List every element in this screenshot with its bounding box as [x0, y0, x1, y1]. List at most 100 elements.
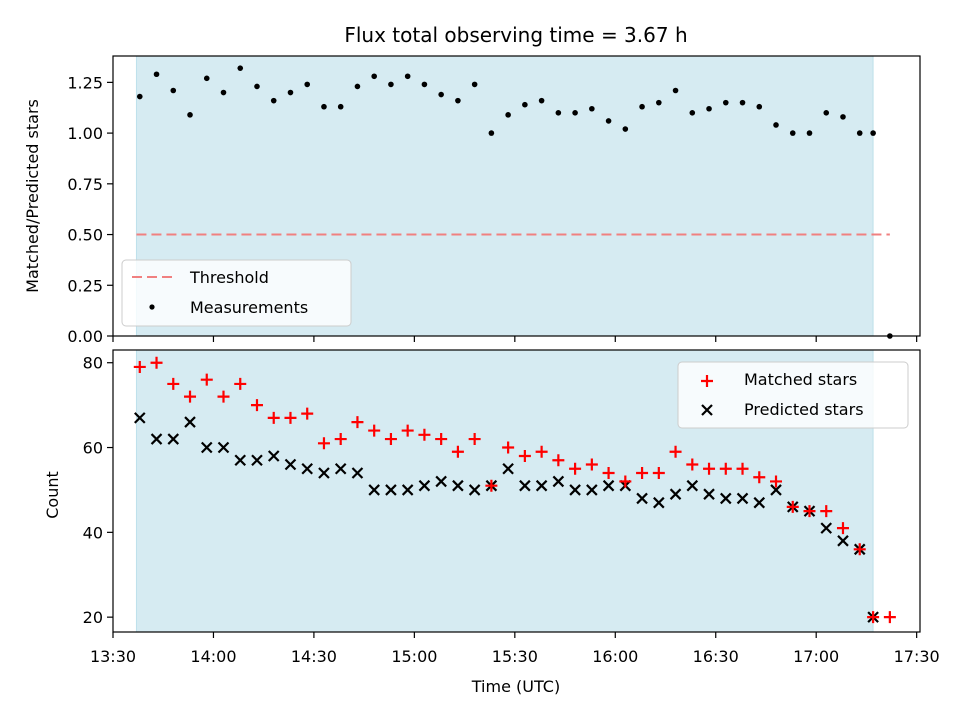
matched-star-point [234, 377, 247, 390]
predicted-star-point [686, 479, 699, 492]
count-y-tick-label: 80 [83, 354, 103, 373]
measurement-point [672, 87, 679, 94]
measurement-point [739, 99, 746, 106]
measurement-point [756, 103, 763, 110]
predicted-star-point [368, 484, 380, 496]
matched-star-point [853, 543, 866, 556]
x-tick-label: 16:00 [592, 647, 638, 666]
measurement-point [203, 75, 210, 82]
predicted-star-point [217, 441, 230, 454]
matched-star-point [569, 462, 582, 475]
measurement-point [538, 97, 545, 104]
matched-star-point [753, 471, 766, 484]
x-tick-label: 16:30 [693, 647, 739, 666]
count-y-ticks: 20 40 60 80 [83, 354, 113, 627]
measurement-point [856, 130, 863, 136]
predicted-star-point [318, 467, 330, 479]
predicted-star-point [720, 492, 732, 505]
matched-star-point [686, 458, 699, 471]
predicted-star-point [653, 496, 665, 509]
matched-star-point [351, 416, 364, 429]
legend-threshold-label: Threshold [189, 268, 269, 287]
matched-star-point [133, 360, 146, 373]
measurement-point [605, 118, 612, 124]
ratio-axes-frame [112, 55, 921, 337]
measurement-point [170, 87, 177, 94]
chart-title: Flux total observing time = 3.67 h [344, 23, 687, 47]
measurement-point [254, 83, 260, 90]
x-tick-label: 17:30 [894, 647, 940, 666]
matched-star-point [368, 424, 381, 437]
matched-star-point [867, 611, 880, 624]
x-tick-label: 15:30 [492, 647, 538, 666]
predicted-star-point [452, 479, 464, 492]
measurement-point [354, 83, 361, 90]
measurement-point [287, 89, 294, 96]
predicted-star-point [519, 479, 531, 492]
predicted-star-point [334, 462, 347, 475]
matched-star-point [435, 433, 448, 446]
predicted-star-point [301, 462, 313, 475]
count-axes-frame [112, 349, 921, 633]
ratio-legend-box [121, 259, 352, 327]
measurement-point [321, 103, 327, 110]
predicted-star-point [569, 484, 581, 496]
matched-star-point [703, 462, 716, 475]
predicted-star-point [150, 433, 163, 445]
matched-star-point [786, 500, 799, 513]
ratio-y-tick-label: 0.00 [67, 327, 103, 346]
matched-star-point [334, 433, 347, 446]
measurement-point [421, 81, 428, 88]
matched-star-point [803, 505, 816, 518]
predicted-star-point [552, 475, 565, 488]
measurement-point [237, 65, 244, 71]
matched-star-point [652, 466, 665, 479]
measurement-point [337, 103, 344, 110]
measurement-point [471, 81, 478, 88]
measurement-point [488, 130, 495, 136]
legend-matched-swatch [701, 375, 713, 387]
measurement-point [722, 99, 729, 106]
predicted-star-point [385, 484, 397, 496]
count-y-label: Count [43, 471, 62, 519]
matched-star-point [619, 475, 632, 488]
matched-star-point [284, 411, 297, 424]
predicted-star-point [636, 492, 648, 505]
predicted-star-point [351, 467, 364, 479]
x-tick-label: 17:00 [793, 647, 839, 666]
count-legend-box [677, 361, 909, 429]
matched-star-point [250, 399, 263, 412]
ratio-y-tick-label: 1.25 [67, 73, 103, 92]
measurement-markers [136, 65, 893, 339]
predicted-star-point [251, 454, 263, 467]
measurement-point [522, 101, 528, 108]
matched-star-point [418, 428, 431, 441]
ratio-y-tick-label: 0.50 [67, 226, 103, 245]
measurement-point [388, 81, 394, 88]
x-tick-label: 14:00 [190, 647, 236, 666]
predicted-star-point [586, 484, 598, 496]
predicted-star-point [200, 441, 213, 454]
count-y-tick-label: 60 [83, 439, 103, 458]
measurement-point [136, 93, 143, 100]
count-markers [133, 356, 896, 624]
matched-star-point [719, 462, 732, 475]
predicted-star-point [134, 412, 146, 424]
x-axis-label: Time (UTC) [471, 677, 560, 696]
predicted-star-point [184, 416, 196, 428]
predicted-star-point [703, 488, 715, 500]
measurement-point [304, 81, 311, 88]
predicted-star-point [267, 450, 280, 462]
count-x-ticks: 13:30 14:00 14:30 15:00 15:30 16:00 16:30 17:00… [90, 632, 940, 666]
predicted-star-point [167, 433, 180, 445]
matched-star-point [883, 611, 896, 624]
measurement-point [589, 105, 595, 112]
legend-measurements-swatch [149, 304, 155, 310]
measurement-point [505, 112, 511, 118]
predicted-star-point [418, 479, 431, 492]
legend-predicted-swatch [701, 404, 713, 416]
measurement-point [153, 71, 160, 78]
ratio-x-ticks [112, 336, 918, 342]
